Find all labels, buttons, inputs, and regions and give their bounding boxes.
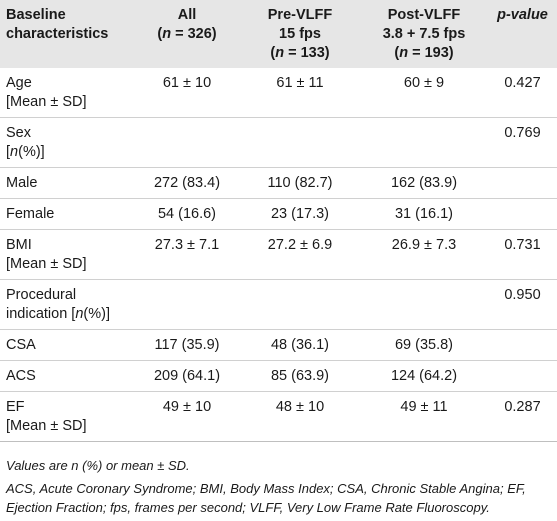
cell-pre: 23 (17.3) bbox=[270, 206, 330, 222]
header-pre-line3: (n = 133) bbox=[270, 45, 330, 61]
cell-all bbox=[134, 118, 240, 168]
row-label: Female bbox=[0, 199, 134, 230]
cell-all: 27.3 ± 7.1 bbox=[154, 237, 220, 253]
row-label: Age [Mean ± SD] bbox=[0, 68, 134, 118]
cell-p: 0.950 bbox=[504, 287, 541, 303]
header-all-line2: (n = 326) bbox=[157, 26, 217, 42]
header-pre-vlff: Pre-VLFF 15 fps (n = 133) bbox=[240, 0, 360, 68]
cell-all bbox=[134, 280, 240, 330]
table-row: EF [Mean ± SD] 49 ± 10 48 ± 10 49 ± 11 0.287 bbox=[0, 392, 557, 442]
row-label-line: [Mean ± SD] bbox=[6, 94, 87, 110]
cell-post: 60 ± 9 bbox=[403, 75, 445, 91]
header-pre-line1: Pre-VLFF bbox=[267, 7, 333, 23]
cell-post bbox=[360, 280, 488, 330]
cell-pre: 48 ± 10 bbox=[275, 399, 325, 415]
cell-p: 0.427 bbox=[504, 75, 541, 91]
row-label-line: BMI bbox=[6, 237, 32, 253]
table-row: Sex [n(%)] 0.769 bbox=[0, 118, 557, 168]
cell-all: 61 ± 10 bbox=[162, 75, 212, 91]
cell-pre: 110 (82.7) bbox=[267, 175, 333, 191]
row-label: ACS bbox=[0, 361, 134, 392]
table-row: ACS 209 (64.1) 85 (63.9) 124 (64.2) bbox=[0, 361, 557, 392]
cell-post bbox=[360, 118, 488, 168]
cell-all: 49 ± 10 bbox=[162, 399, 212, 415]
row-label: BMI [Mean ± SD] bbox=[0, 230, 134, 280]
row-label-line: [Mean ± SD] bbox=[6, 418, 87, 434]
table-row: BMI [Mean ± SD] 27.3 ± 7.1 27.2 ± 6.9 26.9 ±… bbox=[0, 230, 557, 280]
row-label-line: [n(%)] bbox=[6, 144, 45, 160]
header-all-line1: All bbox=[177, 7, 197, 23]
header-baseline-line1: Baseline bbox=[6, 7, 66, 23]
table-row: Male 272 (83.4) 110 (82.7) 162 (83.9) bbox=[0, 168, 557, 199]
header-p-line1: p-value bbox=[497, 7, 548, 23]
row-label-line: [Mean ± SD] bbox=[6, 256, 87, 272]
row-label: Male bbox=[0, 168, 134, 199]
row-label-line: CSA bbox=[6, 337, 36, 353]
cell-p bbox=[488, 330, 557, 361]
note-abbreviations: ACS, Acute Coronary Syndrome; BMI, Body … bbox=[6, 481, 526, 515]
header-post-line2: 3.8 + 7.5 fps bbox=[382, 26, 466, 42]
cell-pre: 85 (63.9) bbox=[270, 368, 330, 384]
cell-post: 31 (16.1) bbox=[394, 206, 454, 222]
header-pre-line2: 15 fps bbox=[279, 26, 321, 42]
cell-p: 0.769 bbox=[504, 125, 541, 141]
cell-p bbox=[488, 361, 557, 392]
cell-all: 117 (35.9) bbox=[154, 337, 220, 353]
cell-post: 69 (35.8) bbox=[394, 337, 454, 353]
cell-pre bbox=[240, 280, 360, 330]
header-all: All (n = 326) bbox=[134, 0, 240, 68]
header-post-line1: Post-VLFF bbox=[387, 7, 461, 23]
cell-post: 26.9 ± 7.3 bbox=[391, 237, 457, 253]
row-label-line: Sex bbox=[6, 125, 31, 141]
cell-all: 209 (64.1) bbox=[153, 368, 221, 384]
cell-p: 0.287 bbox=[504, 399, 541, 415]
table-body: Age [Mean ± SD] 61 ± 10 61 ± 11 60 ± 9 0.427 S… bbox=[0, 68, 557, 442]
table-row: CSA 117 (35.9) 48 (36.1) 69 (35.8) bbox=[0, 330, 557, 361]
row-label: Procedural indication [n(%)] bbox=[0, 280, 134, 330]
cell-post: 49 ± 11 bbox=[400, 399, 448, 415]
cell-pre: 27.2 ± 6.9 bbox=[267, 237, 333, 253]
row-label-line: Female bbox=[6, 206, 55, 222]
cell-pre: 61 ± 11 bbox=[276, 75, 324, 91]
row-label-line: ACS bbox=[6, 368, 36, 384]
row-label-line: indication [n(%)] bbox=[6, 306, 110, 322]
row-label: Sex [n(%)] bbox=[0, 118, 134, 168]
cell-post: 124 (64.2) bbox=[390, 368, 458, 384]
note-values: Values are n (%) or mean ± SD. bbox=[6, 458, 190, 473]
table-notes: Values are n (%) or mean ± SD. ACS, Acut… bbox=[6, 456, 554, 521]
row-label-line: EF bbox=[6, 399, 25, 415]
header-row: Baseline characteristics All (n = 326) P… bbox=[0, 0, 557, 68]
cell-pre bbox=[240, 118, 360, 168]
baseline-characteristics-table: Baseline characteristics All (n = 326) P… bbox=[0, 0, 557, 442]
row-label-line: Procedural bbox=[6, 287, 77, 303]
cell-pre: 48 (36.1) bbox=[270, 337, 330, 353]
table-row: Age [Mean ± SD] 61 ± 10 61 ± 11 60 ± 9 0.427 bbox=[0, 68, 557, 118]
cell-p bbox=[488, 199, 557, 230]
row-label-line: Age bbox=[6, 75, 32, 91]
header-baseline: Baseline characteristics bbox=[0, 0, 134, 68]
table-row: Female 54 (16.6) 23 (17.3) 31 (16.1) bbox=[0, 199, 557, 230]
header-post-line3: (n = 193) bbox=[394, 45, 454, 61]
row-label: CSA bbox=[0, 330, 134, 361]
table-row: Procedural indication [n(%)] 0.950 bbox=[0, 280, 557, 330]
row-label-line: Male bbox=[6, 175, 38, 191]
header-baseline-line2: characteristics bbox=[6, 26, 109, 42]
cell-all: 54 (16.6) bbox=[157, 206, 217, 222]
cell-p bbox=[488, 168, 557, 199]
header-post-vlff: Post-VLFF 3.8 + 7.5 fps (n = 193) bbox=[360, 0, 488, 68]
cell-all: 272 (83.4) bbox=[153, 175, 221, 191]
header-p-value: p-value bbox=[488, 0, 557, 68]
row-label: EF [Mean ± SD] bbox=[0, 392, 134, 442]
cell-post: 162 (83.9) bbox=[390, 175, 458, 191]
cell-p: 0.731 bbox=[504, 237, 541, 253]
